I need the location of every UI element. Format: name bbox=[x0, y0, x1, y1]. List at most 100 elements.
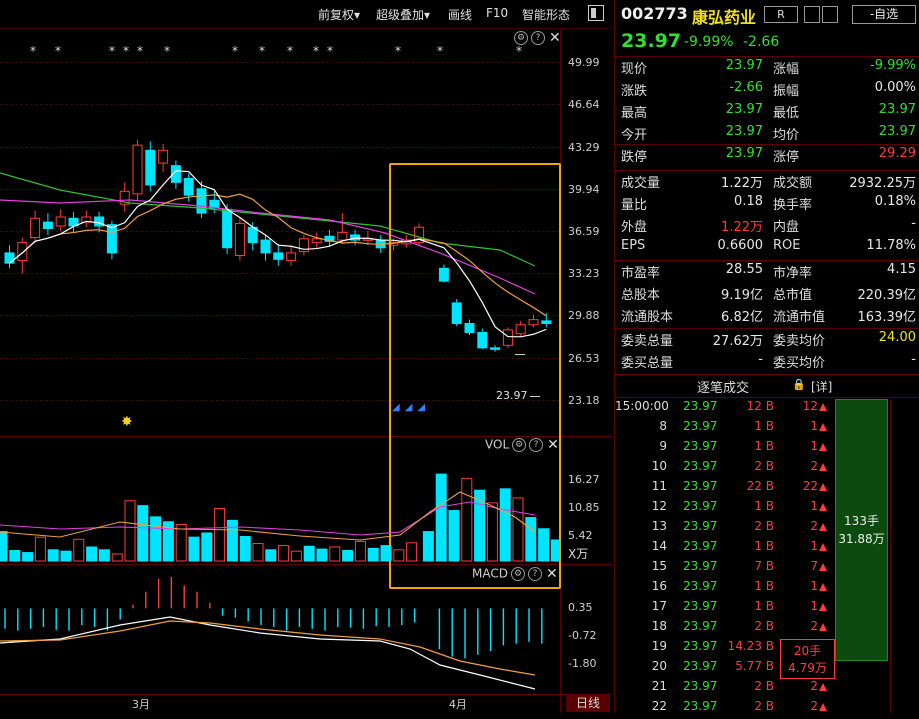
vol-unit: X万 bbox=[568, 547, 589, 561]
event-star-icon[interactable]: ✸ bbox=[121, 414, 133, 430]
volume-bar bbox=[252, 542, 264, 562]
candle-body bbox=[145, 149, 156, 186]
tick-row: 20 23.97 5.77 B bbox=[615, 659, 835, 679]
quote-row: 外盘 1.22万 内盘 - bbox=[615, 216, 919, 238]
volume-bar bbox=[393, 549, 405, 562]
tick-volume: 2 B bbox=[754, 679, 774, 693]
macd-close-icon[interactable]: ✕ bbox=[545, 566, 558, 582]
stat-label: 振幅 bbox=[773, 84, 800, 99]
kline-chart-panel[interactable]: 前复权▾ 超级叠加▾ 画线 F10 智能形态 49.99 46.64 43.29 39… bbox=[0, 0, 612, 713]
macd-settings-icon[interactable]: ⚙ bbox=[510, 567, 525, 581]
signal-star-icon: * bbox=[137, 44, 143, 58]
candle-body bbox=[464, 322, 475, 333]
note-icon[interactable] bbox=[822, 6, 838, 23]
stock-code: 002773 bbox=[621, 4, 688, 23]
stat-value: 0.18 bbox=[734, 194, 763, 209]
tick-volume: 1 B bbox=[754, 599, 774, 613]
draw-line-button[interactable]: 画线 bbox=[448, 8, 473, 22]
candle-body bbox=[4, 252, 15, 264]
x-axis-march: 3月 bbox=[132, 698, 150, 711]
volume-bar bbox=[525, 517, 537, 562]
tick-time: 20 bbox=[651, 659, 667, 673]
quote-row: 今开 23.97 均价 23.97 bbox=[615, 124, 919, 146]
candle-body bbox=[94, 216, 105, 227]
candle-body bbox=[350, 234, 361, 241]
macd-help-icon[interactable]: ? bbox=[527, 567, 542, 581]
volume-bar bbox=[175, 524, 187, 562]
signal-star-icon: * bbox=[232, 44, 238, 58]
price-axis-label: 36.59 bbox=[568, 225, 600, 238]
stat-label: 流通市值 bbox=[773, 310, 826, 325]
candle-body bbox=[451, 302, 462, 324]
up-arrow-icon bbox=[819, 423, 827, 431]
stat-label: ROE bbox=[773, 238, 801, 253]
candle-body bbox=[81, 216, 92, 223]
up-arrow-icon bbox=[819, 543, 827, 551]
signal-star-icon: * bbox=[395, 44, 401, 58]
tick-count-value: 2 bbox=[810, 619, 818, 633]
stat-label: 换手率 bbox=[773, 198, 813, 213]
stat-value: 1.22万 bbox=[721, 220, 763, 235]
adjust-menu[interactable]: 前复权▾ bbox=[318, 8, 361, 22]
volume-bar bbox=[538, 528, 550, 562]
volume-ma-lines bbox=[0, 491, 536, 541]
volume-bar bbox=[22, 552, 34, 562]
signal-star-icon: * bbox=[437, 44, 443, 58]
daily-period-button[interactable]: 日线 bbox=[566, 695, 610, 712]
stat-label: 最低 bbox=[773, 106, 800, 121]
volume-bar bbox=[137, 505, 149, 562]
tick-time: 14 bbox=[651, 539, 667, 553]
volume-bar bbox=[239, 535, 251, 562]
lock-icon[interactable]: 🔒 bbox=[792, 378, 806, 391]
settings-icon[interactable]: ⚙ bbox=[514, 31, 528, 45]
tick-count-value: 12 bbox=[802, 399, 818, 413]
candle-body bbox=[106, 224, 117, 254]
tick-time: 8 bbox=[659, 419, 667, 433]
tick-price: 23.97 bbox=[683, 619, 718, 633]
stat-value: 6.82亿 bbox=[721, 310, 763, 325]
tick-row: 13 23.97 2 B 2 bbox=[615, 519, 835, 539]
signal-star-icon: * bbox=[30, 44, 36, 58]
candle-body bbox=[414, 226, 425, 244]
stat-value: 11.78% bbox=[866, 238, 916, 253]
overlay-menu[interactable]: 超级叠加▾ bbox=[376, 8, 431, 22]
macd-axis-label: -1.80 bbox=[568, 657, 597, 670]
add-watchlist-button[interactable]: -自选 bbox=[852, 5, 916, 24]
tick-time: 11 bbox=[651, 479, 667, 493]
tick-count: 2 bbox=[810, 619, 827, 633]
detail-link[interactable]: [详] bbox=[811, 380, 833, 394]
bell-icon[interactable] bbox=[804, 6, 820, 23]
tick-count-value: 1 bbox=[810, 599, 818, 613]
close-icon[interactable]: ✕ bbox=[549, 30, 561, 46]
tick-count: 2 bbox=[810, 519, 827, 533]
stat-label: 涨停 bbox=[773, 150, 800, 165]
volume-bar bbox=[342, 549, 354, 562]
volume-bar bbox=[201, 532, 213, 562]
help-icon[interactable]: ? bbox=[531, 31, 545, 45]
vol-axis-label: 10.85 bbox=[568, 501, 600, 514]
volume-bar bbox=[98, 549, 110, 562]
vol-help-icon[interactable]: ? bbox=[529, 438, 544, 452]
vol-axis-label: 5.42 bbox=[568, 529, 593, 542]
f10-button[interactable]: F10 bbox=[486, 6, 509, 20]
smart-pattern-button[interactable]: 智能形态 bbox=[522, 8, 571, 22]
panel-toggle-icon[interactable] bbox=[588, 5, 604, 21]
candle-body bbox=[234, 222, 245, 256]
stat-label: 总市值 bbox=[773, 288, 813, 303]
volume-bar bbox=[329, 546, 341, 562]
stat-label: 内盘 bbox=[773, 220, 800, 235]
stat-label: 委买均价 bbox=[773, 356, 826, 371]
tick-time: 10 bbox=[651, 459, 667, 473]
volume-bar bbox=[367, 547, 379, 562]
stat-value: - bbox=[758, 352, 763, 367]
volume-bar bbox=[316, 548, 328, 562]
stat-value: - bbox=[911, 352, 916, 367]
candle-body bbox=[260, 239, 271, 254]
vol-close-icon[interactable]: ✕ bbox=[547, 437, 559, 453]
stat-value: -2.66 bbox=[729, 80, 763, 95]
vol-settings-icon[interactable]: ⚙ bbox=[512, 438, 527, 452]
tick-volume: 12 B bbox=[746, 399, 774, 413]
tick-count-value: 1 bbox=[810, 579, 818, 593]
chart-toolbar: 前复权▾ 超级叠加▾ 画线 F10 智能形态 bbox=[0, 0, 612, 29]
